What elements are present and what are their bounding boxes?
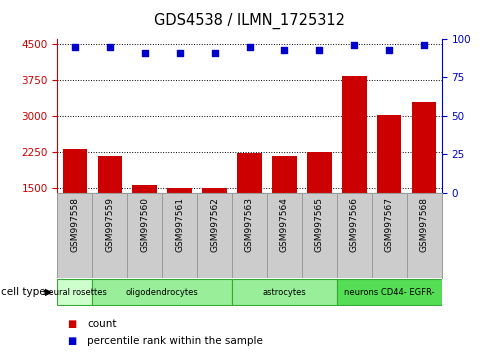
Text: GSM997560: GSM997560 — [140, 197, 149, 252]
Point — [71, 44, 79, 50]
Text: neurons CD44- EGFR-: neurons CD44- EGFR- — [344, 287, 435, 297]
Bar — [307, 152, 331, 260]
Point — [176, 51, 184, 56]
Point — [350, 42, 358, 48]
Bar — [272, 156, 296, 260]
Text: ▶: ▶ — [44, 287, 52, 297]
Point — [280, 47, 288, 53]
Point — [141, 51, 149, 56]
Bar — [203, 188, 227, 260]
Text: ■: ■ — [67, 336, 77, 346]
Point — [385, 47, 393, 53]
Text: neural rosettes: neural rosettes — [43, 287, 107, 297]
Text: GDS4538 / ILMN_1725312: GDS4538 / ILMN_1725312 — [154, 12, 345, 29]
Bar — [342, 76, 366, 260]
Bar — [92, 279, 232, 305]
Point — [246, 44, 253, 50]
Bar — [232, 279, 337, 305]
Bar — [97, 156, 122, 260]
Text: GSM997559: GSM997559 — [105, 197, 114, 252]
Text: oligodendrocytes: oligodendrocytes — [126, 287, 199, 297]
Text: cell type: cell type — [1, 287, 45, 297]
Text: percentile rank within the sample: percentile rank within the sample — [87, 336, 263, 346]
Text: astrocytes: astrocytes — [262, 287, 306, 297]
Point — [106, 44, 114, 50]
Bar — [238, 153, 262, 260]
Text: GSM997565: GSM997565 — [315, 197, 324, 252]
Point — [315, 47, 323, 53]
Text: GSM997568: GSM997568 — [420, 197, 429, 252]
Bar — [337, 279, 442, 305]
Text: GSM997561: GSM997561 — [175, 197, 184, 252]
Text: GSM997564: GSM997564 — [280, 197, 289, 252]
Text: GSM997558: GSM997558 — [70, 197, 79, 252]
Text: GSM997563: GSM997563 — [245, 197, 254, 252]
Text: GSM997566: GSM997566 — [350, 197, 359, 252]
Point — [420, 42, 428, 48]
Text: ■: ■ — [67, 319, 77, 329]
Bar — [167, 188, 192, 260]
Text: GSM997567: GSM997567 — [385, 197, 394, 252]
Text: GSM997562: GSM997562 — [210, 197, 219, 252]
Bar — [57, 279, 92, 305]
Bar — [132, 185, 157, 260]
Bar — [63, 149, 87, 260]
Bar — [412, 102, 436, 260]
Text: count: count — [87, 319, 117, 329]
Point — [211, 51, 219, 56]
Bar — [377, 115, 401, 260]
